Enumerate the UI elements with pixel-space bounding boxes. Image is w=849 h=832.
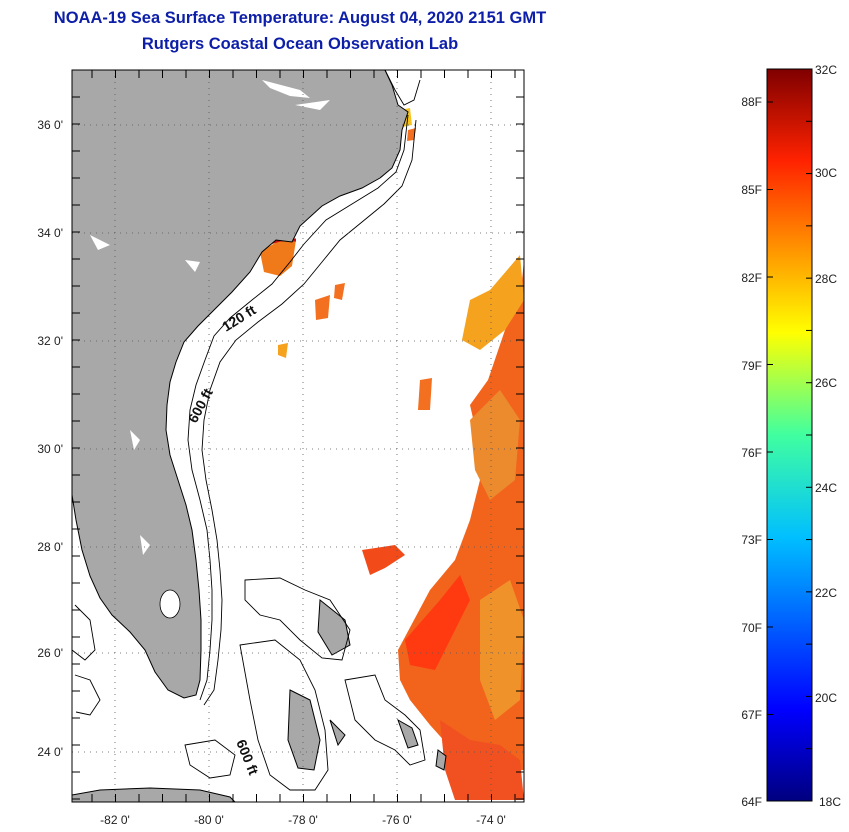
lon-label: -80 0' [194,813,224,827]
map-ticks [72,69,524,802]
lon-label: -76 0' [382,813,412,827]
lat-label: 26 0' [37,646,63,660]
colorbar-c-label: 30C [815,166,837,180]
colorbar-f-label: 73F [741,533,762,547]
lat-label: 24 0' [37,745,63,759]
colorbar-c-label: 24C [815,481,837,495]
colorbar-c-label: 32C [815,63,837,77]
map-area [72,70,524,802]
colorbar-c-label: 18C [819,795,841,809]
colorbar-c-label: 20C [815,691,837,705]
colorbar-f-label: 79F [741,359,762,373]
lon-label: -78 0' [288,813,318,827]
colorbar-f-label: 88F [741,95,762,109]
isobath-contours [72,70,426,791]
bahamas-islands [287,599,447,771]
latitude-labels: 36 0' 34 0' 32 0' 30 0' 28 0' 26 0' 24 0… [37,118,63,759]
lat-label: 30 0' [37,442,63,456]
colorbar-c-label: 22C [815,586,837,600]
map-frame [71,69,525,803]
colorbar-c-label: 26C [815,376,837,390]
lon-label: -82 0' [100,813,130,827]
map-title: NOAA-19 Sea Surface Temperature: August … [53,9,547,27]
colorbar-f-label: 70F [741,621,762,635]
lat-label: 36 0' [37,118,63,132]
sst-data-layer [260,108,524,800]
lon-label: -74 0' [476,813,506,827]
colorbar-f-label: 85F [741,183,762,197]
colorbar-gradient [766,68,813,802]
colorbar-f-label: 76F [741,446,762,460]
colorbar-c-label: 28C [815,272,837,286]
land-mainland [72,70,409,699]
colorbar-f-label: 67F [741,708,762,722]
colorbar-f-label: 82F [741,271,762,285]
colorbar: 32C 30C 28C 26C 24C 22C 20C 18C 88F 85F … [741,63,841,809]
colorbar-f-label: 64F [741,795,762,809]
longitude-labels: -82 0' -80 0' -78 0' -76 0' -74 0' [100,813,506,827]
map-subtitle: Rutgers Coastal Ocean Observation Lab [141,35,459,53]
lat-label: 32 0' [37,334,63,348]
lat-label: 34 0' [37,226,63,240]
lat-label: 28 0' [37,540,63,554]
graticule [72,70,524,802]
